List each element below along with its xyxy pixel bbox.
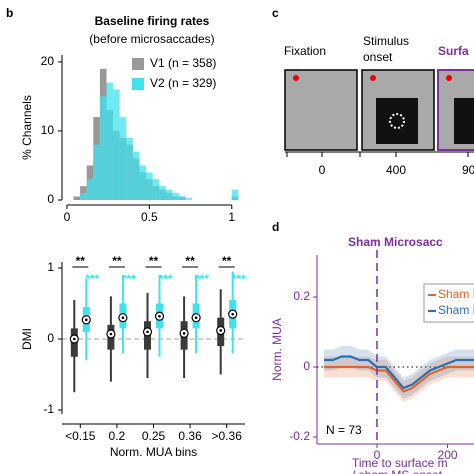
median-dot: [121, 316, 125, 320]
stimulus: [376, 98, 418, 144]
bar: [179, 196, 186, 200]
bar: [172, 193, 180, 200]
legend-label: V1 (n = 358): [150, 56, 216, 70]
y-tick-label: 0.2: [293, 289, 310, 303]
bar: [139, 165, 147, 200]
median-dot: [182, 332, 186, 335]
significance: ***: [85, 272, 99, 286]
significance: **: [76, 254, 86, 268]
median-dot: [158, 314, 161, 318]
x-tick-label: 0.5: [141, 210, 158, 224]
legend-swatch: [132, 78, 144, 90]
median-dot: [146, 330, 149, 334]
y-tick-label: 0: [303, 359, 310, 373]
y-tick-label: -0.2: [289, 429, 310, 443]
bar: [106, 82, 114, 200]
legend-label: V2 (n = 329): [150, 76, 216, 90]
bar: [99, 96, 107, 200]
bar: [146, 172, 153, 200]
significance: **: [222, 254, 232, 268]
legend-swatch: [132, 58, 144, 70]
x-tick-label: >0.36: [212, 429, 243, 443]
panel-letter: b: [6, 6, 13, 20]
significance: ***: [122, 272, 136, 286]
x-tick-label: <0.15: [65, 429, 96, 443]
y-tick-label: 0: [47, 331, 54, 345]
bar: [93, 144, 100, 200]
y-tick-label: 0: [47, 192, 54, 206]
x-tick-label: 0.2: [109, 429, 126, 443]
x-tick-label: 0: [64, 210, 71, 224]
x-tick-label: 200: [438, 448, 458, 462]
median-dot: [219, 329, 222, 332]
bar: [231, 189, 239, 200]
significance: ***: [195, 272, 209, 286]
frame-label: Fixation: [284, 44, 326, 58]
bar: [73, 196, 81, 200]
timeline-tick-label: 90: [462, 163, 474, 177]
stimulus: [454, 98, 474, 144]
series-line: [324, 365, 474, 393]
series-line: [324, 355, 474, 390]
bar: [132, 151, 140, 200]
fix-dot: [370, 75, 376, 81]
chart-subtitle: (before microsaccades): [89, 32, 214, 46]
y-axis-label: % Channels: [20, 95, 34, 160]
frame-label: Stimulus: [363, 34, 409, 48]
x-axis-label: Norm. MUA bins: [110, 445, 197, 459]
x-tick-label: 0: [374, 448, 381, 462]
median-dot: [109, 332, 113, 336]
stimulus-ring: [389, 113, 405, 129]
significance: ***: [158, 272, 172, 286]
y-tick-label: 10: [41, 123, 55, 137]
bar: [86, 179, 94, 200]
timeline-ticks: [286, 152, 469, 157]
median-dot: [194, 316, 198, 320]
x-tick-label: 1: [228, 210, 235, 224]
legend-box: [423, 283, 474, 323]
fix-dot: [293, 75, 299, 81]
significance: **: [185, 254, 195, 268]
timeline-tick-label: 400: [386, 163, 406, 177]
median-dot: [73, 337, 76, 341]
chart-title: Baseline firing rates: [95, 14, 210, 28]
legend-label: Sham M: [438, 303, 474, 317]
y-axis-label: Norm. MUA: [270, 318, 284, 381]
panel-letter: d: [272, 220, 279, 234]
bar: [159, 186, 166, 200]
y-tick-label: 20: [41, 54, 55, 68]
y-axis-label: DMI: [20, 328, 34, 350]
x-tick-label: 0.25: [142, 429, 166, 443]
median-dot: [231, 312, 234, 316]
bar: [113, 89, 120, 200]
frame-label: onset: [363, 50, 393, 64]
median-dot: [85, 318, 88, 322]
bar: [126, 137, 133, 200]
bar: [152, 179, 160, 200]
significance: **: [149, 254, 159, 268]
significance: ***: [232, 272, 246, 286]
bar: [165, 189, 173, 200]
annotation: N = 73: [326, 423, 362, 437]
frame-label: Surfa: [438, 44, 469, 58]
timeline-tick-label: 0: [319, 163, 326, 177]
x-axis-label: / sham MS onset: [352, 468, 443, 474]
legend-label: Sham M: [438, 287, 474, 301]
panel-letter: c: [272, 6, 279, 20]
bar: [80, 193, 87, 200]
significance: **: [112, 254, 122, 268]
y-tick-label: -1: [43, 402, 54, 416]
frame: [284, 69, 358, 151]
fix-dot: [446, 75, 452, 81]
bar: [185, 197, 193, 200]
bar: [119, 117, 127, 200]
x-tick-label: 0.36: [178, 429, 202, 443]
x-axis-label: Time to surface m: [352, 456, 448, 470]
chart-title: Sham Microsacc: [348, 235, 443, 249]
y-tick-label: 1: [47, 260, 54, 274]
